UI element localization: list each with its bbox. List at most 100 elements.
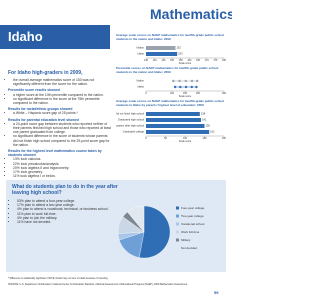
- bullet: no significant difference in the score a…: [13, 97, 112, 105]
- x-tick-label: 165: [196, 59, 201, 62]
- page: Idaho Mathematics For Idaho high-graders…: [0, 0, 232, 300]
- x-tick-label: 150: [203, 137, 208, 140]
- bar: [146, 124, 205, 128]
- bullet-list: the overall average mathematics score of…: [8, 78, 112, 86]
- legend-swatch: [176, 222, 179, 226]
- section-title: Results for the highest level mathematic…: [8, 149, 102, 158]
- bullet-list: a White – Hispanic score gap of 25 point…: [8, 111, 112, 115]
- legend-swatch: [176, 238, 179, 242]
- percentile-dot: [184, 85, 188, 89]
- percentile-dot: [190, 85, 193, 89]
- x-tick-label: 150: [170, 59, 175, 62]
- value-label: 153: [178, 52, 183, 56]
- plans-list: 53% plan to attend a four-year college.1…: [12, 199, 112, 226]
- bullet: 20% took algebra II and trigonometry.: [13, 166, 112, 170]
- x-tick-label: 100: [183, 137, 188, 140]
- percentile-dot: [190, 79, 194, 83]
- bar: [146, 112, 200, 116]
- charts: Average scale scores on NAEP mathematics…: [116, 34, 227, 143]
- x-tick-label: 0: [145, 137, 147, 140]
- x-tick-label: 160: [187, 59, 192, 62]
- x-tick-label: 155: [179, 59, 184, 62]
- x-tick-label: 200: [222, 137, 227, 140]
- bullet: no significant difference in the score o…: [13, 134, 112, 147]
- left-column: the overall average mathematics score of…: [8, 78, 112, 180]
- percentile-dot: [172, 79, 175, 83]
- section-title: Percentile score results showed: [8, 88, 60, 93]
- legend-swatch: [176, 206, 179, 210]
- x-tick-label: 50: [164, 137, 167, 140]
- page-number: 59: [214, 290, 219, 295]
- pie-slice: [138, 205, 171, 259]
- bullet: 11% plan to work full-time.: [17, 212, 112, 216]
- value-label: 152: [176, 46, 181, 50]
- bullet-list: 13% took calculus.22% took precalculus/a…: [8, 157, 112, 178]
- percentile-dot: [178, 79, 181, 83]
- category-label: Nation: [137, 79, 145, 83]
- x-tick-label: 300: [222, 92, 227, 95]
- chart-caption: Percentile scores on NAEP mathematics fo…: [116, 67, 219, 74]
- bullet: a higher score at the 10th percentile co…: [13, 93, 112, 97]
- x-tick-label: 180: [222, 59, 227, 62]
- category-label: Some education after high school: [116, 124, 144, 128]
- x-tick-label: 140: [153, 59, 158, 62]
- chart-caption-box: Average scale scores on NAEP mathematics…: [116, 34, 225, 41]
- x-axis-label: Scale score: [179, 140, 192, 143]
- chart-caption: Average scale scores on NAEP mathematics…: [116, 100, 225, 107]
- value-label: 162: [210, 130, 215, 134]
- percentile-dot: [173, 85, 177, 89]
- x-tick-label: 100: [170, 92, 175, 95]
- value-label: 138: [201, 112, 206, 116]
- x-tick-label: 135: [144, 59, 149, 62]
- x-tick-label: 200: [196, 92, 201, 95]
- chart-caption: Average scale scores on NAEP mathematics…: [116, 34, 225, 41]
- bullet: 17% took geometry.: [13, 170, 112, 174]
- percentile-dot: [179, 85, 182, 89]
- category-label: Nation: [137, 46, 145, 50]
- category-label: Idaho: [138, 52, 145, 56]
- bullet-list: a higher score at the 10th percentile co…: [8, 93, 112, 106]
- bar: [146, 46, 176, 50]
- bullet: 13% took calculus.: [13, 157, 112, 161]
- legend-label: Four-year college: [181, 206, 205, 210]
- percentile-dot: [195, 85, 198, 89]
- bullet: a White – Hispanic score gap of 25 point…: [13, 111, 112, 115]
- x-tick-label: 170: [205, 59, 210, 62]
- bullet: 22% took precalculus/analysis.: [13, 162, 112, 166]
- legend-swatch: [176, 214, 179, 218]
- percentile-dot: [196, 79, 199, 83]
- bullet: a 24-point score gap between students wh…: [13, 122, 112, 135]
- legend-label: Not decided: [181, 246, 197, 250]
- footer-source: SOURCE: U.S. Department of Education, Na…: [8, 283, 188, 286]
- chart-caption-box: Average scale scores on NAEP mathematics…: [116, 100, 225, 107]
- section-title: Results for parental education level sho…: [8, 117, 79, 122]
- legend-swatch: [176, 246, 179, 250]
- bullet: 4% plan to attend a vocational, technica…: [17, 207, 112, 211]
- state-name: Idaho: [8, 29, 43, 44]
- bullet: the overall average mathematics score of…: [13, 78, 112, 86]
- legend-label: Two-year college: [181, 214, 204, 218]
- category-label: Graduated high school: [118, 118, 145, 122]
- category-label: Did not finish high school: [116, 112, 144, 116]
- bullet-list: 53% plan to attend a four-year college.1…: [12, 199, 112, 224]
- legend-label: Vocational school: [181, 222, 205, 226]
- bar: [146, 52, 178, 56]
- bar: [146, 118, 201, 122]
- legend-swatch: [176, 230, 179, 234]
- bullet: 11% took algebra I or below.: [13, 174, 112, 178]
- plans-question: What do students plan to do in the year …: [12, 184, 118, 196]
- pie-chart: Four-year college Two-year college Vocatio…: [117, 205, 205, 259]
- x-tick-label: 0: [145, 92, 147, 95]
- x-axis-label: Scale score: [179, 62, 192, 65]
- value-label: 150: [206, 124, 211, 128]
- category-label: Graduated college: [123, 130, 145, 134]
- bullet: 11% have not decided.: [17, 220, 112, 224]
- x-axis-label: Scale score: [179, 95, 192, 98]
- percentile-dot: [184, 79, 187, 83]
- bullet-list: a 24-point score gap between students wh…: [8, 122, 112, 147]
- bullet: 17% plan to attend a two-year college.: [17, 203, 112, 207]
- legend-label: Work full-time: [181, 230, 200, 234]
- category-label: Idaho: [138, 85, 145, 89]
- state-band: [0, 25, 110, 49]
- subject: Mathematics: [150, 6, 232, 22]
